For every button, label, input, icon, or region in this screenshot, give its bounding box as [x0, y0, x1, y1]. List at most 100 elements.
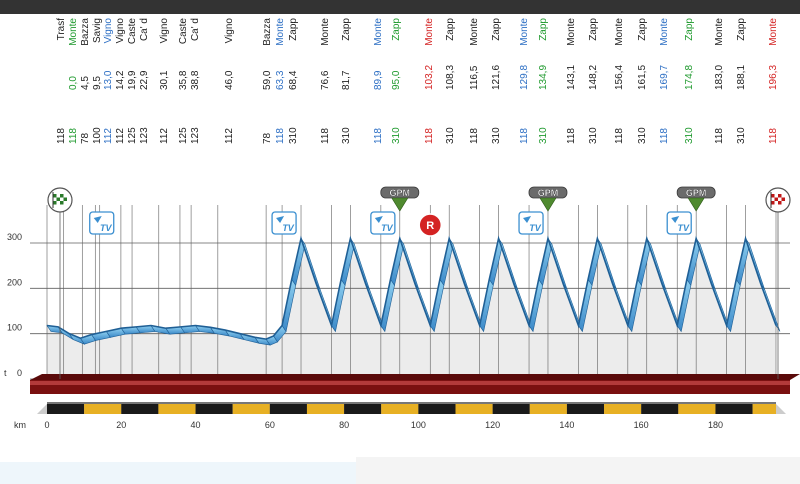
- strip-segment: [158, 404, 196, 414]
- tv-bolt: [523, 216, 532, 223]
- flag-check: [771, 194, 775, 198]
- waypoint-altitude: 118: [614, 128, 625, 144]
- flag-check: [60, 194, 64, 198]
- waypoint-km: 81,7: [341, 70, 352, 90]
- waypoint-km: 76,6: [320, 70, 331, 90]
- waypoint-altitude: 310: [288, 127, 299, 144]
- waypoint-km: 4,5: [80, 76, 91, 90]
- waypoint-column: Zapp 161,5 310: [637, 18, 648, 144]
- waypoint-column: Monte 129,8 118: [519, 18, 530, 144]
- waypoint-name: Monte: [275, 18, 286, 46]
- waypoint-km: 103,2: [424, 65, 435, 90]
- waypoint-altitude: 125: [127, 127, 138, 144]
- waypoint-name: Zapp: [391, 18, 402, 41]
- waypoint-altitude: 112: [103, 128, 114, 144]
- flag-check: [774, 194, 778, 198]
- strip-segment: [381, 404, 419, 414]
- waypoint-km: 156,4: [614, 65, 625, 90]
- flag-check: [781, 197, 785, 201]
- waypoint-km: 68,4: [288, 70, 299, 90]
- waypoint-name: Monte: [424, 18, 435, 46]
- x-tick-label: 0: [44, 420, 49, 430]
- waypoint-altitude: 310: [445, 127, 456, 144]
- waypoint-column: Bazza 59,0 78: [262, 18, 273, 144]
- waypoint-km: 196,3: [768, 65, 779, 90]
- base-bar-highlight: [30, 381, 790, 385]
- waypoint-altitude: 118: [469, 128, 480, 144]
- waypoint-column: Zapp 95,0 310: [391, 18, 402, 144]
- waypoint-name: Ca' d: [139, 18, 150, 41]
- tv-label: TV: [529, 223, 541, 233]
- waypoint-column: Zapp 174,8 310: [684, 18, 695, 144]
- y-tick-label: 300: [7, 232, 22, 242]
- waypoint-column: Ca' d 38,8 123: [190, 18, 201, 144]
- waypoint-name: Zapp: [684, 18, 695, 41]
- waypoint-altitude: 112: [224, 128, 235, 144]
- waypoint-name: Monte: [469, 18, 480, 46]
- waypoint-km: 143,1: [566, 65, 577, 90]
- waypoint-km: 188,1: [736, 65, 747, 90]
- waypoint-column: Zapp 81,7 310: [341, 18, 352, 144]
- waypoint-altitude: 310: [588, 127, 599, 144]
- flag-check: [60, 197, 64, 201]
- flag-check: [60, 201, 64, 205]
- feed-zone-circle: [418, 213, 442, 237]
- waypoint-km: 148,2: [588, 65, 599, 90]
- flag-check: [53, 194, 57, 198]
- waypoint-column: Monte 89,9 118: [373, 18, 384, 144]
- gpm-arrow: [539, 197, 557, 212]
- x-axis-label: km: [14, 420, 26, 430]
- gpm-icon: GPM: [676, 186, 716, 212]
- waypoint-column: Vigno 13,0 112: [103, 18, 114, 144]
- tv-label: TV: [100, 223, 112, 233]
- waypoint-name: Zapp: [491, 18, 502, 41]
- waypoint-km: 121,6: [491, 65, 502, 90]
- waypoint-km: 22,9: [139, 70, 150, 90]
- waypoint-km: 59,0: [262, 70, 273, 90]
- y-tick-label: 100: [7, 323, 22, 333]
- x-tick-label: 160: [634, 420, 649, 430]
- waypoint-name: Savig: [92, 18, 103, 43]
- profile-line: [46, 235, 777, 340]
- gpm-label: GPM: [390, 188, 411, 198]
- waypoint-column: Zapp 121,6 310: [491, 18, 502, 144]
- waypoint-column: Monte 103,2 118: [424, 18, 435, 144]
- finish-flag-icon: [765, 187, 791, 379]
- tv-label: TV: [282, 223, 294, 233]
- waypoint-km: 116,5: [469, 65, 480, 90]
- waypoint-name: Monte: [566, 18, 577, 46]
- gpm-label: GPM: [686, 188, 707, 198]
- flag-check: [781, 201, 785, 205]
- strip-segment: [641, 404, 679, 414]
- strip-top-edge: [47, 402, 776, 404]
- waypoint-column: Zapp 148,2 310: [588, 18, 599, 144]
- waypoint-name: Vigno: [103, 18, 114, 44]
- flag-check: [781, 194, 785, 198]
- strip-segment: [344, 404, 382, 414]
- strip-segment: [604, 404, 642, 414]
- strip-segment: [84, 404, 122, 414]
- gpm-arrow: [391, 197, 409, 212]
- flag-check: [63, 201, 67, 205]
- strip-segment: [269, 404, 307, 414]
- waypoint-name: Monte: [320, 18, 331, 46]
- waypoint-name: Monte: [614, 18, 625, 46]
- tv-icon: TV: [370, 211, 396, 235]
- waypoint-altitude: 118: [373, 128, 384, 144]
- flag-check: [56, 194, 60, 198]
- waypoint-altitude: 310: [637, 127, 648, 144]
- waypoint-km: 35,8: [178, 70, 189, 90]
- waypoint-altitude: 123: [190, 127, 201, 144]
- waypoint-column: Trasf 118: [56, 18, 67, 144]
- waypoint-km: 174,8: [684, 65, 695, 90]
- waypoint-altitude: 100: [92, 127, 103, 144]
- strip-segment: [678, 404, 716, 414]
- waypoint-column: Vigno 46,0 112: [224, 18, 235, 144]
- strip-segment: [492, 404, 530, 414]
- flag-check: [778, 197, 782, 201]
- waypoint-name: Zapp: [341, 18, 352, 41]
- waypoint-km: 13,0: [103, 70, 114, 90]
- strip-segment: [715, 404, 753, 414]
- strip-segment: [306, 404, 345, 414]
- flag-check: [53, 197, 57, 201]
